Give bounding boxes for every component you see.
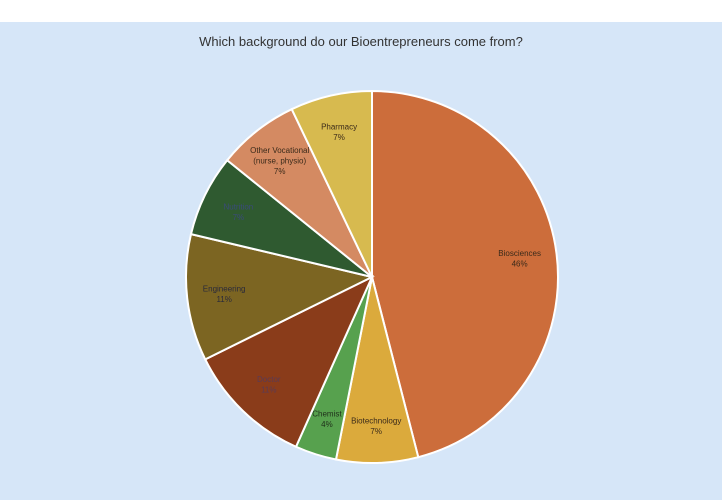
pie-slice-engineering	[185, 232, 375, 361]
chart-title: Which background do our Bioentrepreneurs…	[199, 34, 523, 49]
slice-label-pharmacy: Pharmacy 7%	[321, 123, 357, 143]
slice-label-nutrition: Nutrition 7%	[223, 202, 253, 222]
slice-label-engineering: Engineering 11%	[203, 285, 246, 305]
slice-label-biotechnology: Biotechnology 7%	[351, 416, 401, 436]
pie-slice-doctor	[203, 274, 375, 449]
slice-label-doctor: Doctor 11%	[257, 375, 281, 395]
slice-label-other-vocational-nurse-physio: Other Vocational (nurse, physio) 7%	[250, 146, 309, 176]
pie-slice-pharmacy	[290, 89, 373, 278]
slice-label-chemist: Chemist 4%	[312, 410, 342, 430]
pie-slice-biosciences	[371, 89, 559, 459]
pie-chart: Biosciences 46% Biotechnology 7% Chemist 4% Do…	[185, 89, 559, 464]
slice-label-biosciences: Biosciences 46%	[498, 249, 541, 268]
chart-area: Which background do our Bioentrepreneurs…	[0, 22, 722, 500]
